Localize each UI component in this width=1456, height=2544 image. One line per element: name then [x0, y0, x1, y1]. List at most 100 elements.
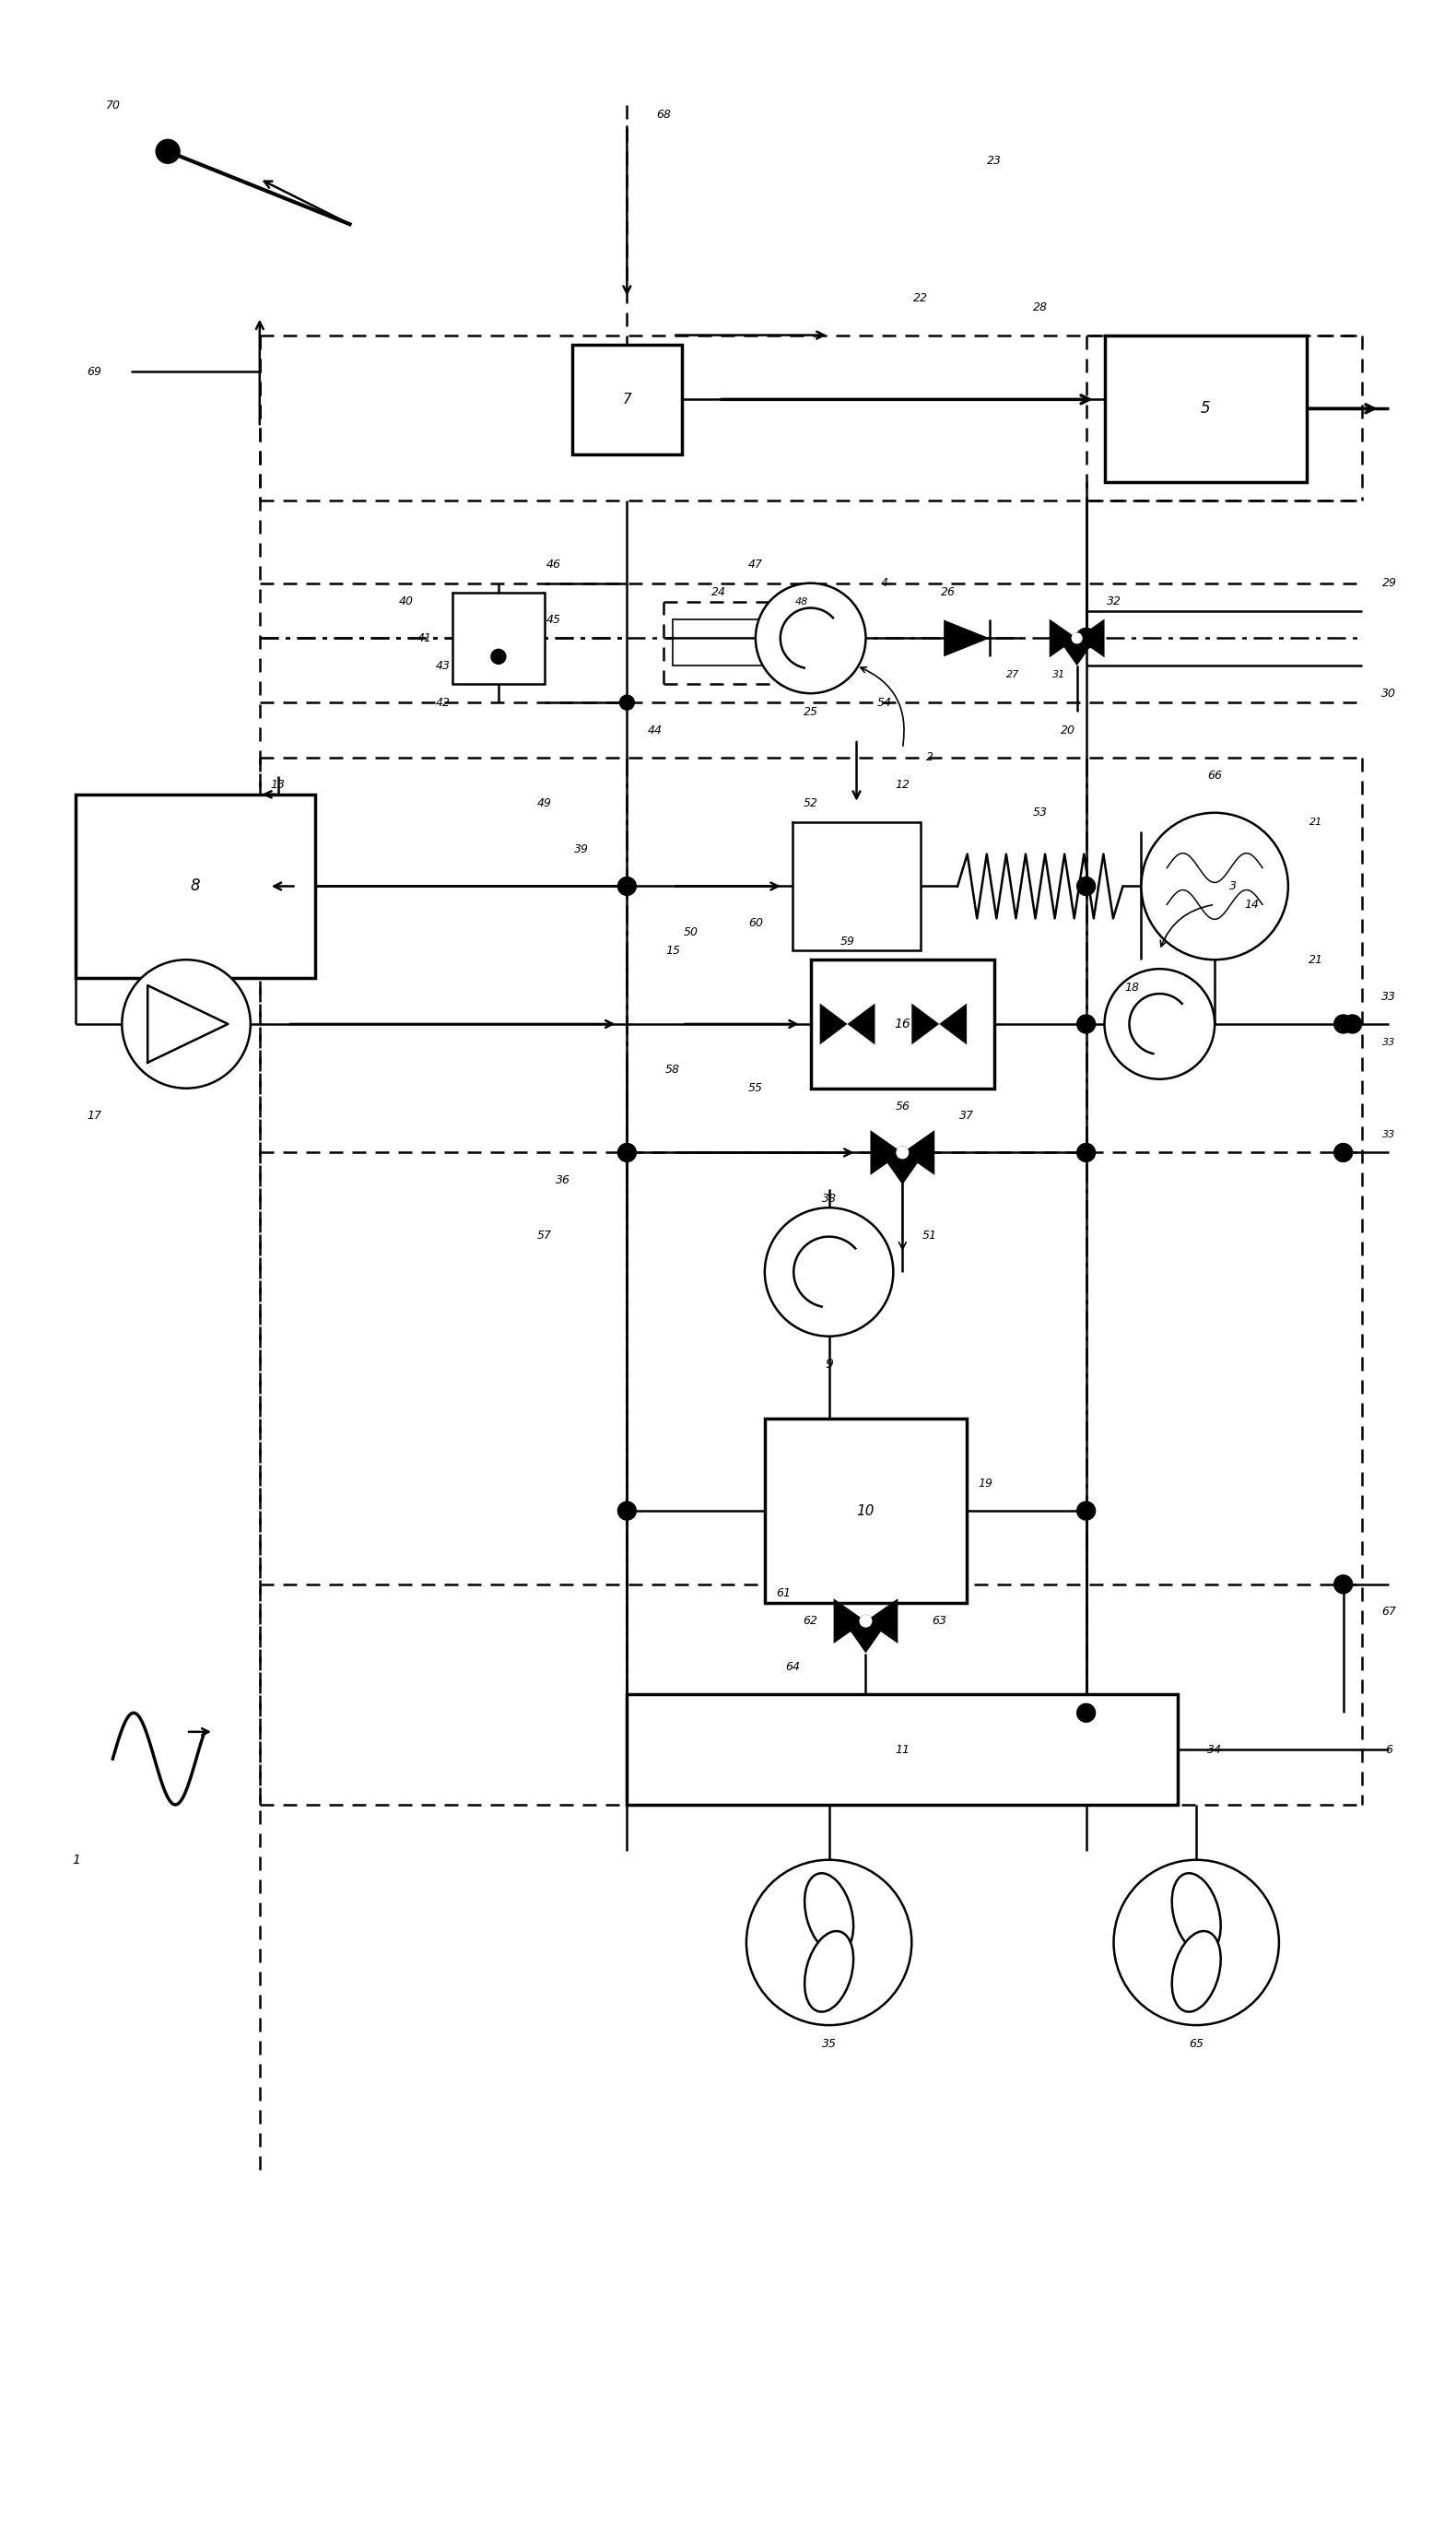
Text: 36: 36: [555, 1175, 571, 1186]
Text: 28: 28: [1032, 303, 1047, 313]
Circle shape: [1072, 633, 1082, 644]
Text: 69: 69: [87, 366, 102, 379]
Circle shape: [1077, 1704, 1095, 1722]
Text: 22: 22: [913, 293, 929, 305]
Text: 57: 57: [537, 1229, 552, 1241]
Text: 35: 35: [821, 2038, 836, 2050]
Bar: [453, 593, 545, 684]
Text: 32: 32: [1107, 595, 1121, 608]
Text: 9: 9: [826, 1358, 833, 1371]
Circle shape: [1077, 1142, 1095, 1163]
Circle shape: [764, 1208, 894, 1336]
Text: 53: 53: [1032, 806, 1047, 819]
Circle shape: [1076, 628, 1096, 649]
Text: 7: 7: [623, 392, 632, 407]
Circle shape: [1114, 1860, 1278, 2025]
Circle shape: [1105, 969, 1214, 1079]
Bar: [764, 1420, 967, 1603]
Text: 54: 54: [877, 697, 891, 710]
Text: 12: 12: [895, 778, 910, 791]
Bar: [811, 959, 994, 1089]
Polygon shape: [879, 1152, 925, 1186]
Text: 41: 41: [418, 633, 432, 644]
Text: 16: 16: [894, 1018, 910, 1030]
Text: 30: 30: [1382, 687, 1396, 700]
Text: 67: 67: [1382, 1605, 1396, 1618]
Text: 59: 59: [840, 936, 855, 946]
Circle shape: [860, 1615, 872, 1626]
Text: 50: 50: [684, 926, 699, 939]
Polygon shape: [1077, 618, 1105, 656]
Text: 48: 48: [795, 598, 808, 605]
Polygon shape: [903, 1130, 935, 1175]
Text: 26: 26: [941, 585, 955, 598]
Polygon shape: [911, 1002, 939, 1046]
Polygon shape: [939, 1002, 967, 1046]
Text: 1: 1: [71, 1855, 80, 1867]
Text: 14: 14: [1243, 898, 1259, 911]
Circle shape: [617, 1142, 636, 1163]
Text: 21: 21: [1309, 954, 1324, 967]
Polygon shape: [866, 1598, 898, 1643]
Circle shape: [1072, 633, 1082, 644]
Circle shape: [491, 649, 505, 664]
Circle shape: [1334, 1015, 1353, 1033]
Text: 6: 6: [1386, 1743, 1393, 1755]
Circle shape: [860, 1615, 872, 1626]
Text: 2: 2: [926, 750, 933, 763]
Circle shape: [1334, 1575, 1353, 1593]
Bar: [673, 621, 801, 667]
Text: 13: 13: [271, 778, 285, 791]
Text: 52: 52: [804, 799, 818, 809]
Text: 5: 5: [1201, 399, 1210, 417]
Circle shape: [747, 1860, 911, 2025]
Circle shape: [1077, 878, 1095, 895]
Bar: [572, 343, 681, 455]
Text: 40: 40: [399, 595, 414, 608]
Bar: [1105, 336, 1306, 483]
Ellipse shape: [1172, 1931, 1220, 2012]
Text: 46: 46: [546, 560, 561, 570]
Text: 45: 45: [546, 613, 561, 626]
Polygon shape: [943, 621, 990, 656]
Circle shape: [620, 695, 635, 710]
Circle shape: [1077, 1015, 1095, 1033]
Text: 31: 31: [1053, 672, 1066, 679]
Text: 10: 10: [856, 1504, 875, 1519]
Polygon shape: [1057, 639, 1096, 667]
Text: 17: 17: [87, 1109, 102, 1122]
Circle shape: [897, 1147, 909, 1158]
Text: 23: 23: [987, 155, 1002, 165]
Polygon shape: [820, 1002, 847, 1046]
Text: 55: 55: [748, 1081, 763, 1094]
Text: 4: 4: [881, 577, 888, 590]
Bar: [628, 1694, 1178, 1804]
Circle shape: [1344, 1015, 1361, 1033]
Text: 60: 60: [748, 916, 763, 929]
Polygon shape: [871, 1130, 903, 1175]
Text: 21: 21: [1309, 817, 1322, 827]
Text: 64: 64: [785, 1661, 799, 1674]
Circle shape: [617, 878, 636, 895]
Text: 66: 66: [1207, 771, 1222, 781]
Polygon shape: [834, 1598, 866, 1643]
Text: 47: 47: [748, 560, 763, 570]
Text: 34: 34: [1207, 1743, 1222, 1755]
Circle shape: [1142, 812, 1289, 959]
Text: 33: 33: [1383, 1038, 1396, 1048]
Text: 8: 8: [191, 878, 201, 895]
Text: 70: 70: [105, 99, 121, 112]
Circle shape: [756, 583, 866, 695]
Circle shape: [156, 140, 179, 163]
Text: 37: 37: [960, 1109, 974, 1122]
Bar: [792, 822, 920, 951]
Text: 25: 25: [804, 705, 818, 717]
Text: 42: 42: [435, 697, 451, 710]
Text: 61: 61: [776, 1587, 791, 1600]
Circle shape: [617, 1501, 636, 1519]
Text: 39: 39: [574, 845, 588, 855]
Circle shape: [1334, 1142, 1353, 1163]
Text: 19: 19: [978, 1478, 993, 1488]
Text: 65: 65: [1190, 2038, 1204, 2050]
Polygon shape: [843, 1621, 888, 1654]
